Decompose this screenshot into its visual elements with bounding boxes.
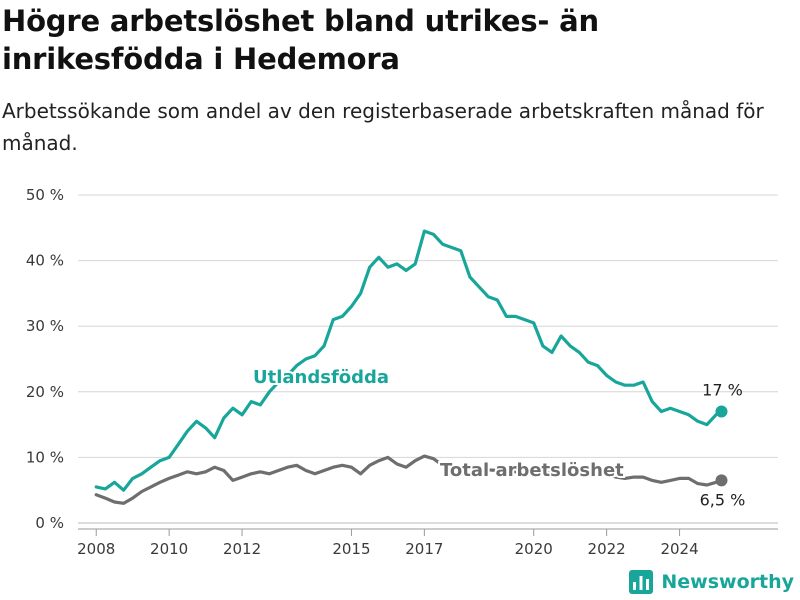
y-tick-label: 20 % — [26, 383, 64, 401]
series-labels: 17 % 6,5 % Utlandsfödda Total arbetslöshet — [251, 365, 746, 509]
x-tick-label: 2012 — [223, 540, 261, 558]
x-tick-label: 2024 — [660, 540, 698, 558]
series-line-total — [94, 454, 724, 505]
series-line-foreign — [94, 229, 724, 492]
x-tick-label: 2015 — [332, 540, 370, 558]
brand-name: Newsworthy — [661, 571, 794, 593]
series-lines — [94, 229, 728, 505]
end-value-label-total: 6,5 % — [700, 490, 746, 509]
y-axis-ticks: 0 % 10 % 20 % 30 % 40 % 50 % — [26, 186, 64, 532]
y-tick-label: 10 % — [26, 448, 64, 466]
x-tick-label: 2010 — [150, 540, 188, 558]
series-name-label-total: Total arbetslöshet — [440, 460, 624, 481]
x-tick-label: 2022 — [588, 540, 626, 558]
y-tick-label: 50 % — [26, 186, 64, 204]
x-tick-label: 2017 — [405, 540, 443, 558]
end-point-total — [715, 474, 728, 487]
brand-logo: Newsworthy — [629, 570, 794, 594]
end-value-label-foreign: 17 % — [702, 380, 743, 399]
series-name-label-foreign: Utlandsfödda — [253, 367, 389, 388]
bar-chart-logo-icon — [629, 570, 654, 594]
x-tick-label: 2020 — [515, 540, 553, 558]
x-axis: 2008 2010 2012 2015 2017 2020 2022 2024 — [77, 528, 778, 558]
end-point-foreign — [715, 405, 728, 418]
y-tick-label: 30 % — [26, 317, 64, 335]
y-tick-label: 0 % — [35, 514, 64, 532]
chart-title: Högre arbetslöshet bland utrikes- än inr… — [2, 4, 599, 76]
y-tick-label: 40 % — [26, 252, 64, 270]
x-tick-label: 2008 — [77, 540, 115, 558]
chart-subtitle: Arbetssökande som andel av den registerb… — [2, 99, 764, 155]
